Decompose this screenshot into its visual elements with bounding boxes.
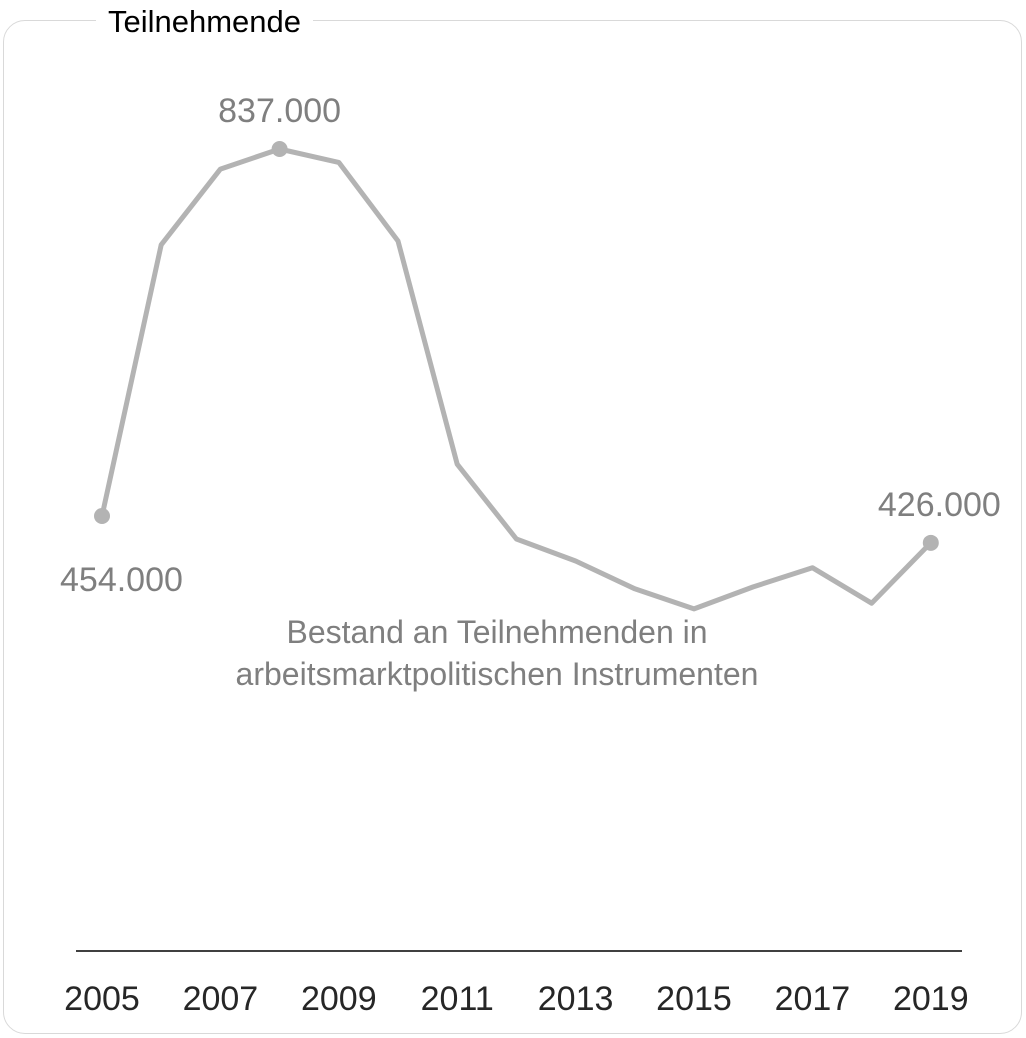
data-point-2005: [94, 507, 110, 524]
series-name-line-2: arbeitsmarktpolitischen Instrumenten: [236, 656, 759, 692]
x-tick-label-2019: 2019: [893, 980, 969, 1018]
x-tick-label-2005: 2005: [64, 980, 140, 1018]
x-tick-label-2007: 2007: [183, 980, 259, 1018]
data-label-2008: 837.000: [218, 92, 341, 130]
series-name-line-1: Bestand an Teilnehmenden in: [286, 614, 707, 650]
data-point-2019: [922, 534, 939, 551]
series-line: [99, 146, 934, 612]
x-tick-label-2017: 2017: [775, 980, 851, 1018]
x-tick-label-2013: 2013: [538, 980, 614, 1018]
data-label-2005: 454.000: [60, 561, 183, 599]
x-tick-label-2015: 2015: [656, 980, 732, 1018]
chart-frame: [3, 20, 1022, 1034]
legend-title: Teilnehmende: [96, 2, 314, 42]
x-tick-label-2011: 2011: [421, 980, 494, 1018]
data-point-2008: [271, 141, 288, 157]
data-label-2019: 426.000: [878, 486, 1001, 524]
x-tick-label-2009: 2009: [301, 980, 377, 1018]
